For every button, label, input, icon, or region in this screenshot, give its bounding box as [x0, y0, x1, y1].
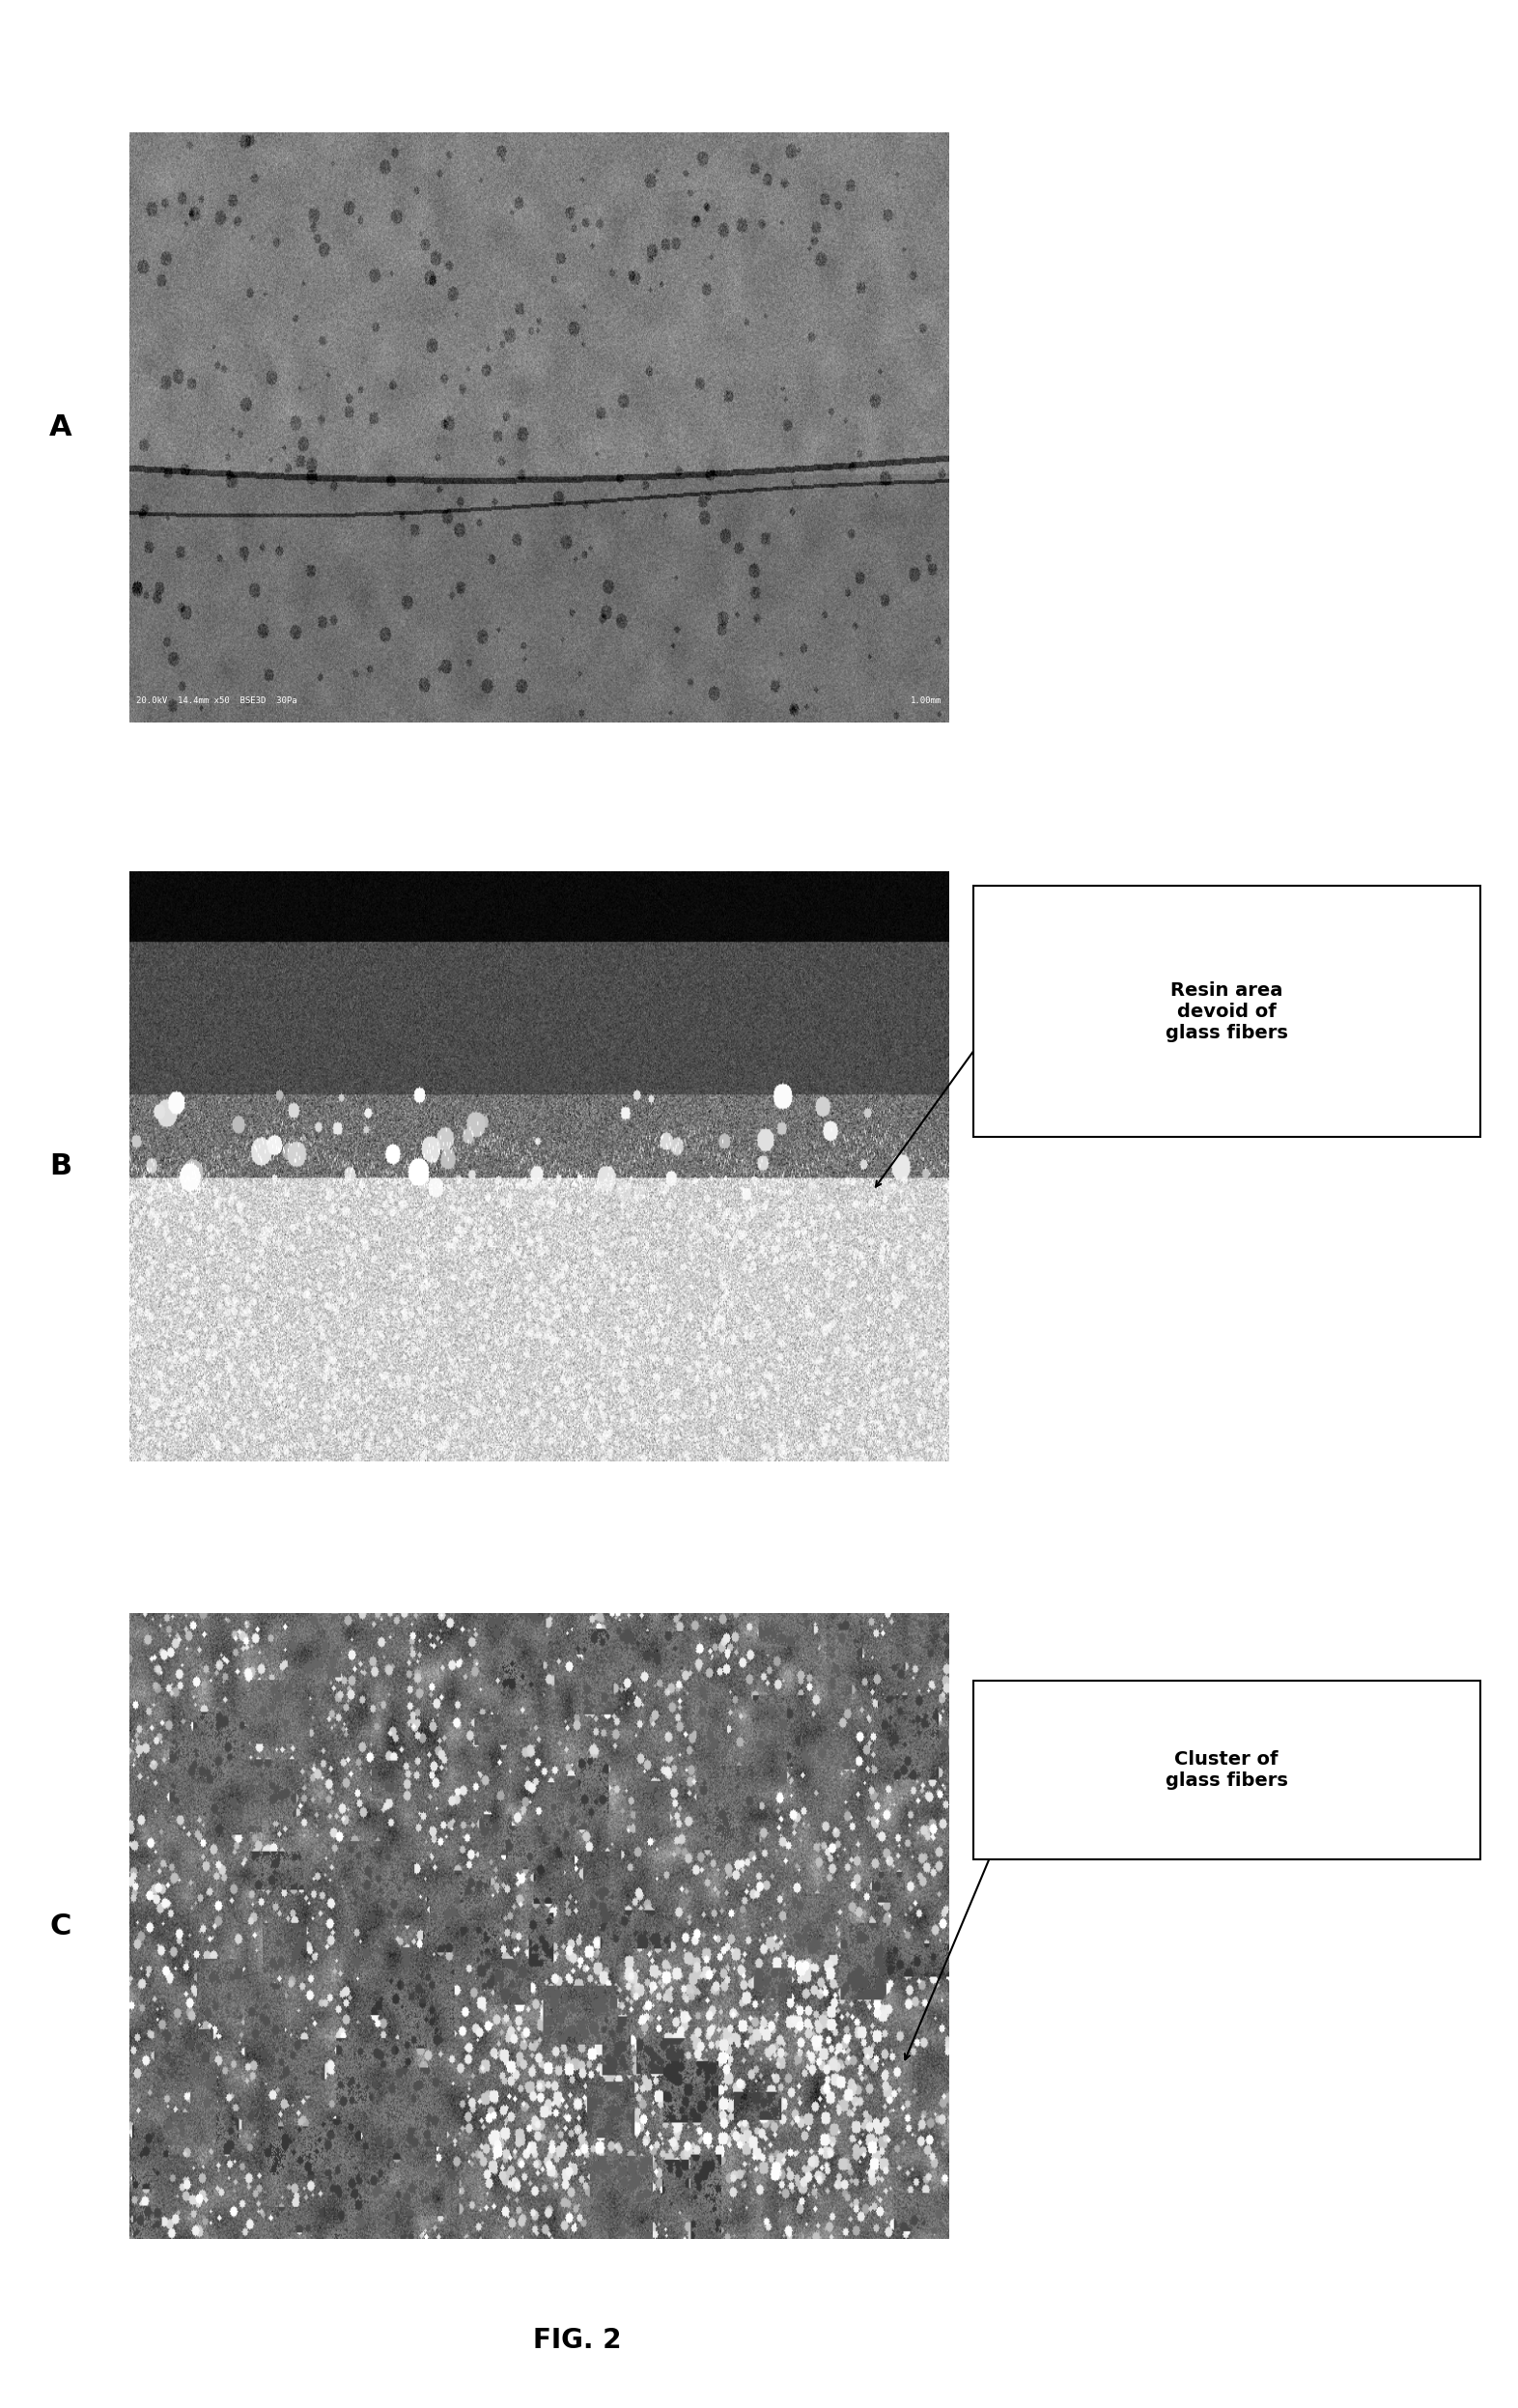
Text: B: B — [50, 1153, 71, 1180]
Text: A: A — [49, 414, 73, 441]
Text: Resin area
devoid of
glass fibers: Resin area devoid of glass fibers — [1166, 980, 1287, 1043]
Text: Cluster of
glass fibers: Cluster of glass fibers — [1166, 1751, 1287, 1789]
Text: 20.0kV  14.4mm x50  BSE3D  30Pa: 20.0kV 14.4mm x50 BSE3D 30Pa — [137, 696, 298, 706]
Text: FIG. 2: FIG. 2 — [533, 2326, 621, 2355]
Text: C: C — [50, 1912, 71, 1941]
Text: 1.00mm: 1.00mm — [909, 696, 941, 706]
